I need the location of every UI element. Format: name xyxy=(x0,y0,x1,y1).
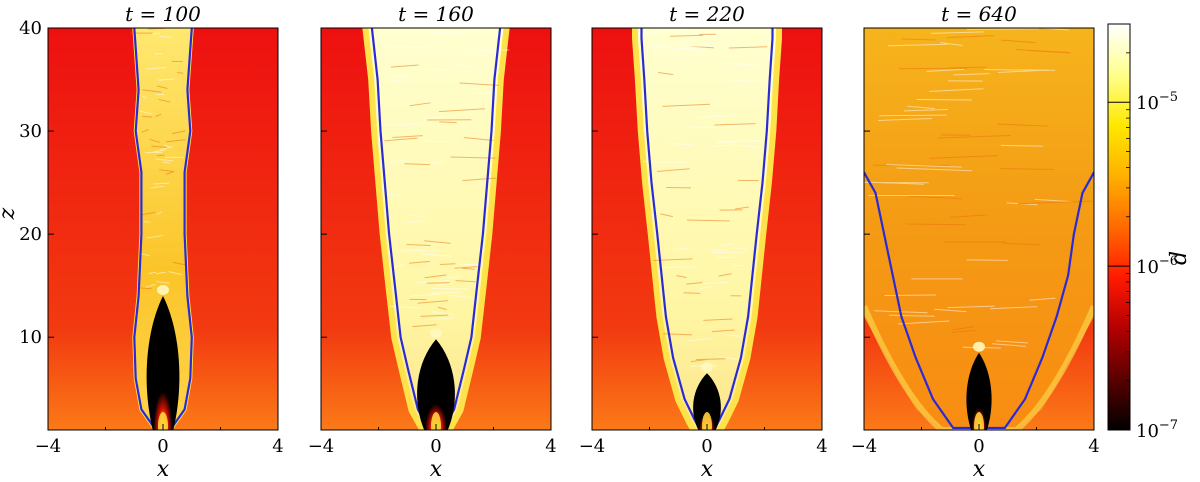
x-tick-label: −4 xyxy=(851,436,878,457)
colorbar-tick-label: 10−5 xyxy=(1136,90,1178,114)
panel-title: t = 640 xyxy=(941,2,1017,26)
jet-nozzle xyxy=(974,412,984,430)
panel-title: t = 100 xyxy=(125,2,201,26)
jet-cocoon xyxy=(368,28,504,430)
panel-title: t = 160 xyxy=(398,2,474,26)
jet-cavity xyxy=(693,373,721,430)
x-axis-label: x xyxy=(430,457,443,482)
panel-4: −4 0 4 t = 640 x xyxy=(851,2,1100,482)
x-tick-label: 4 xyxy=(545,436,556,457)
x-axis-label: x xyxy=(973,457,986,482)
turbulence-texture xyxy=(864,28,1092,349)
jet-cavity xyxy=(966,352,992,430)
jet-cavity xyxy=(417,339,455,430)
colorbar-scale xyxy=(1107,23,1131,431)
contour-line xyxy=(133,28,193,430)
panel-3: −4 0 4 t = 220 x xyxy=(579,2,828,482)
recollimation-shock xyxy=(701,362,713,373)
x-tick-label: 0 xyxy=(157,436,168,457)
x-tick-label: 0 xyxy=(701,436,712,457)
y-tick-label: 30 xyxy=(19,121,42,142)
jet-cocoon xyxy=(134,28,192,430)
recollimation-shock xyxy=(973,341,985,352)
x-tick-label: −4 xyxy=(35,436,62,457)
x-axis-label: x xyxy=(701,457,714,482)
turbulence-texture xyxy=(375,30,510,328)
x-tick-label: 4 xyxy=(1088,436,1099,457)
colorbar-label: d xyxy=(1167,251,1192,265)
panel-1: −4 0 4 10 20 30 40 t = 100 x z xyxy=(0,2,284,482)
outer-shock xyxy=(864,305,1094,430)
x-axis-label: x xyxy=(157,457,170,482)
colorbar: 10−7 10−6 10−5 d xyxy=(1107,23,1192,442)
turbulence-texture xyxy=(643,28,770,367)
jet-cocoon xyxy=(638,28,776,430)
x-tick-label: −4 xyxy=(308,436,335,457)
colorbar-tick-label: 10−6 xyxy=(1136,254,1178,278)
jet-nozzle xyxy=(702,412,712,430)
jet-nozzle xyxy=(431,412,441,430)
jet-nozzle xyxy=(158,412,168,430)
x-tick-label: 0 xyxy=(973,436,984,457)
panel-2: −4 0 4 t = 160 x xyxy=(308,2,557,482)
y-tick-label: 40 xyxy=(19,18,42,39)
jet-cavity xyxy=(146,296,180,430)
contour-line xyxy=(370,28,502,430)
recollimation-shock xyxy=(157,285,169,295)
x-tick-label: 4 xyxy=(272,436,283,457)
y-tick-label: 10 xyxy=(19,327,42,348)
turbulent-cocoon xyxy=(864,28,1094,430)
x-tick-label: 4 xyxy=(816,436,827,457)
recollimation-shock xyxy=(430,328,442,339)
contour-line xyxy=(640,28,774,430)
y-tick-label: 20 xyxy=(19,224,42,245)
y-axis-label: z xyxy=(0,207,20,220)
x-tick-label: 0 xyxy=(430,436,441,457)
colorbar-tick-label: 10−7 xyxy=(1136,418,1178,442)
panel-title: t = 220 xyxy=(669,2,745,26)
x-tick-label: −4 xyxy=(579,436,606,457)
